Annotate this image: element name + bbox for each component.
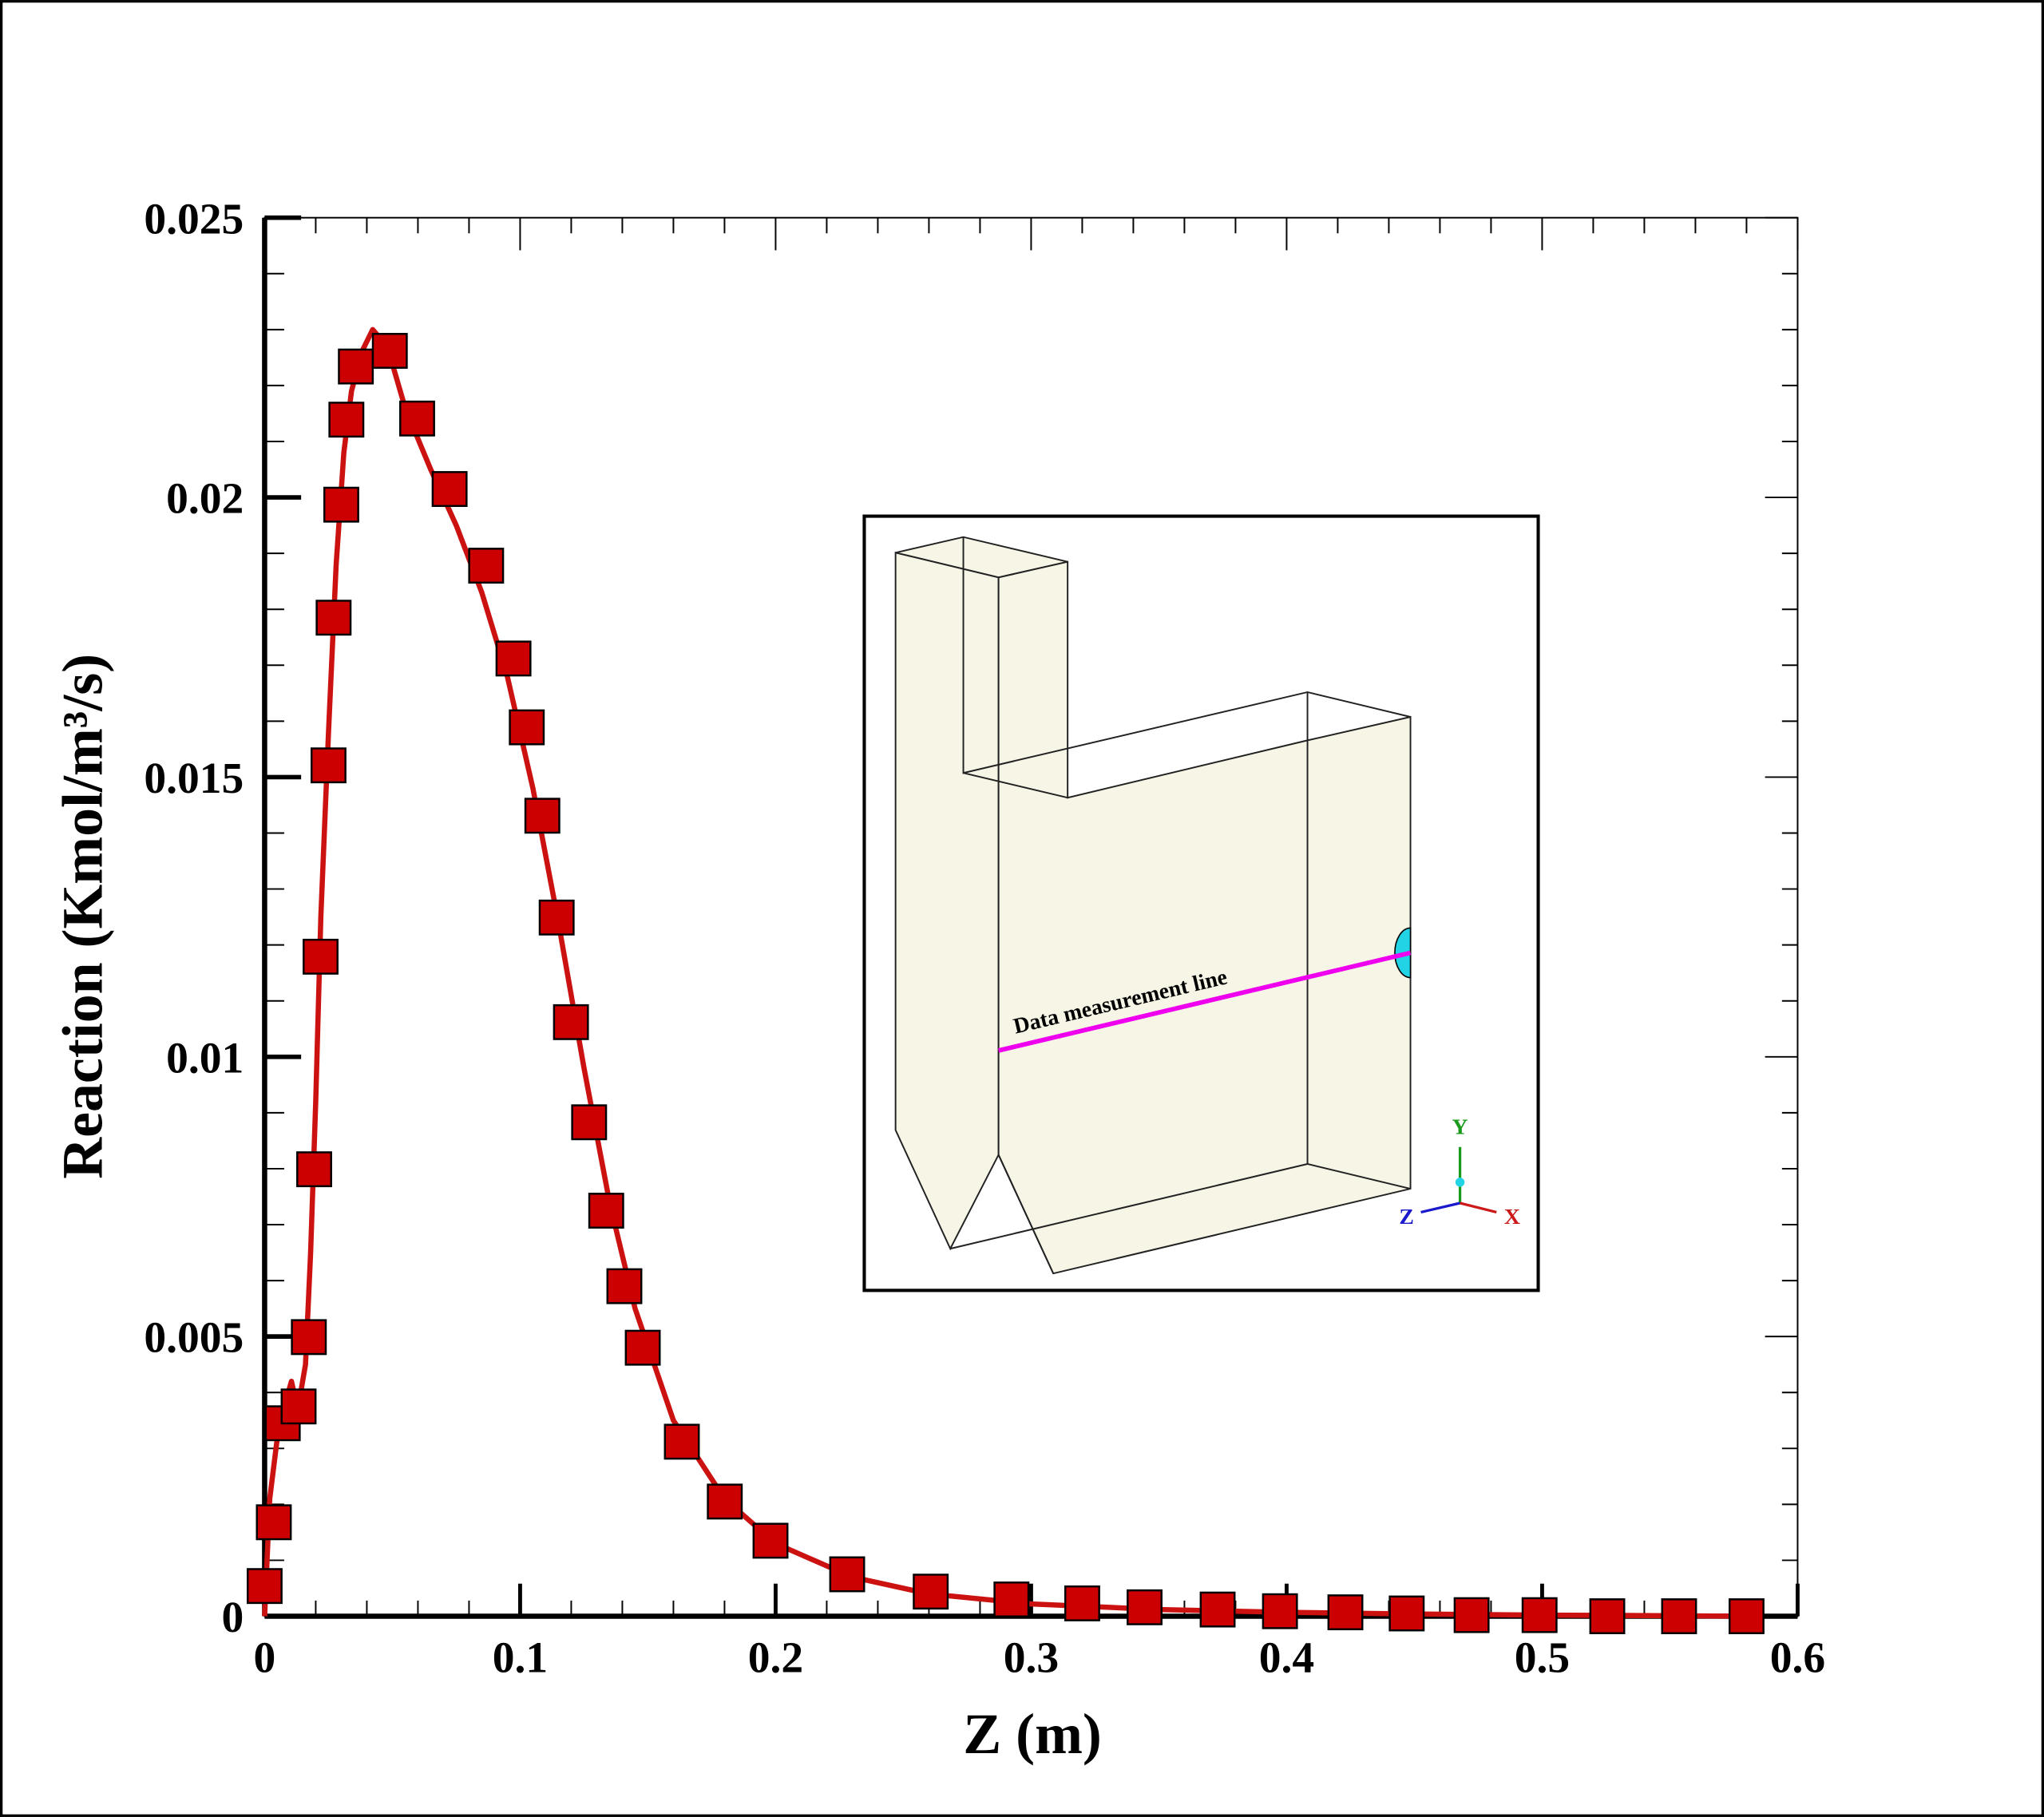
marker <box>624 1329 661 1366</box>
x-axis-label: Z (m) <box>963 1702 1102 1766</box>
axis-x <box>1460 1201 1497 1213</box>
marker <box>280 1388 317 1425</box>
x-tick-label: 0.5 <box>1515 1634 1570 1683</box>
x-tick-label: 0.2 <box>748 1634 803 1683</box>
y-tick-label: 0.015 <box>144 754 244 803</box>
marker <box>246 1568 283 1605</box>
x-tick-label: 0.1 <box>493 1634 548 1683</box>
axis-z <box>1420 1201 1460 1213</box>
marker <box>371 333 408 369</box>
x-tick-label: 0.4 <box>1259 1634 1314 1683</box>
axis-dot <box>1455 1178 1465 1187</box>
marker <box>323 486 359 523</box>
y-tick-label: 0.005 <box>144 1314 244 1363</box>
marker <box>256 1504 292 1541</box>
marker <box>829 1556 866 1593</box>
marker <box>752 1522 789 1559</box>
edge <box>963 772 1068 799</box>
marker <box>338 348 374 385</box>
marker <box>303 938 339 975</box>
marker <box>468 548 505 584</box>
marker <box>1521 1597 1558 1633</box>
axis-z-label: Z <box>1399 1205 1414 1229</box>
marker <box>664 1423 700 1460</box>
edge <box>962 536 1411 774</box>
marker <box>509 709 545 746</box>
geometry <box>894 536 1412 1275</box>
marker <box>553 1004 589 1040</box>
marker <box>1589 1598 1626 1634</box>
marker <box>296 1151 332 1188</box>
marker <box>913 1574 949 1610</box>
marker <box>328 402 365 438</box>
marker <box>291 1319 327 1356</box>
axis-x-label: X <box>1504 1205 1520 1229</box>
marker <box>538 899 575 936</box>
edge <box>949 1163 1308 1250</box>
marker <box>1728 1598 1765 1634</box>
marker <box>707 1483 743 1520</box>
edge <box>997 1154 1055 1274</box>
marker <box>1199 1591 1236 1628</box>
marker <box>1388 1595 1425 1632</box>
marker <box>315 600 352 636</box>
x-tick-label: 0.3 <box>1004 1634 1059 1683</box>
marker <box>1127 1589 1163 1625</box>
y-tick-label: 0.025 <box>144 195 244 243</box>
marker <box>1064 1585 1100 1621</box>
marker <box>1327 1594 1364 1631</box>
x-tick-label: 0 <box>254 1634 276 1683</box>
marker <box>524 798 561 834</box>
marker <box>993 1581 1030 1617</box>
inset: Data measurement line Y Z X <box>862 514 1540 1292</box>
marker <box>399 400 435 437</box>
marker <box>606 1268 643 1304</box>
marker <box>588 1193 624 1229</box>
measurement-line <box>997 950 1412 1053</box>
marker <box>310 747 347 784</box>
marker <box>1262 1593 1298 1629</box>
marker <box>1661 1598 1697 1634</box>
y-tick-label: 0.02 <box>166 475 244 524</box>
y-axis-label: Reaction (Kmol/m³/s) <box>50 654 114 1179</box>
face <box>894 552 1000 1251</box>
marker <box>1453 1597 1490 1633</box>
y-tick-label: 0.01 <box>166 1034 244 1083</box>
x-tick-label: 0.6 <box>1770 1634 1825 1683</box>
marker <box>495 640 532 677</box>
plot-area: 0 0.1 0.2 0.3 0.4 0.5 0.6 0 0.005 0.01 0.015 0.02 0.… <box>144 195 1825 1682</box>
axis-y-label: Y <box>1452 1114 1468 1139</box>
y-tick-label: 0 <box>222 1593 244 1642</box>
marker <box>431 471 468 507</box>
marker <box>571 1104 608 1141</box>
